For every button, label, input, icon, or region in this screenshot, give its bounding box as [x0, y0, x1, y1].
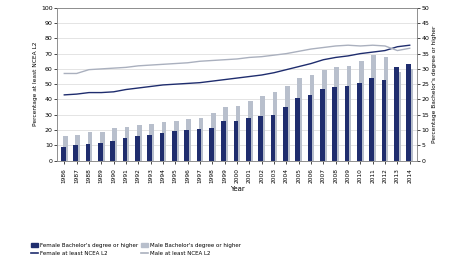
Bar	[396, 72, 401, 161]
Bar	[295, 98, 300, 161]
Bar	[310, 75, 314, 161]
Bar	[246, 118, 251, 161]
Bar	[184, 130, 189, 161]
Bar	[394, 67, 399, 161]
Bar	[345, 86, 349, 161]
Bar	[137, 125, 142, 161]
Bar	[112, 128, 117, 161]
Bar	[125, 127, 129, 161]
Bar	[209, 128, 214, 161]
Bar	[332, 87, 337, 161]
Bar	[162, 123, 166, 161]
Bar	[211, 113, 216, 161]
Bar	[372, 55, 376, 161]
Bar	[273, 92, 277, 161]
Bar	[100, 132, 105, 161]
Bar	[406, 64, 411, 161]
Bar	[199, 118, 203, 161]
Bar	[308, 95, 312, 161]
Bar	[285, 86, 290, 161]
Bar	[197, 130, 201, 161]
Bar	[369, 78, 374, 161]
Bar	[75, 135, 80, 161]
Bar	[234, 121, 238, 161]
Y-axis label: Percentage at least NCEA L2: Percentage at least NCEA L2	[33, 42, 38, 126]
Bar	[283, 107, 288, 161]
Bar	[160, 133, 164, 161]
Bar	[86, 144, 90, 161]
Bar	[123, 138, 127, 161]
Bar	[149, 124, 154, 161]
Bar	[297, 78, 302, 161]
Bar	[248, 101, 253, 161]
Bar	[63, 136, 68, 161]
Bar	[174, 121, 179, 161]
Bar	[334, 67, 339, 161]
Bar	[223, 107, 228, 161]
Bar	[221, 121, 226, 161]
Bar	[258, 116, 263, 161]
Bar	[61, 147, 65, 161]
Bar	[260, 96, 265, 161]
Bar	[322, 70, 327, 161]
Bar	[88, 132, 92, 161]
Bar	[135, 136, 140, 161]
Y-axis label: Percentage Bachelor's degree or higher: Percentage Bachelor's degree or higher	[432, 25, 437, 143]
Bar	[147, 135, 152, 161]
Bar	[359, 61, 364, 161]
Bar	[236, 106, 240, 161]
Bar	[110, 141, 115, 161]
Bar	[382, 80, 386, 161]
Bar	[186, 119, 191, 161]
Legend: Female Bachelor's degree or higher, Female at least NCEA L2, Male Bachelor's deg: Female Bachelor's degree or higher, Fema…	[31, 243, 241, 256]
Bar	[409, 69, 413, 161]
Bar	[271, 115, 275, 161]
Bar	[357, 83, 362, 161]
X-axis label: Year: Year	[229, 186, 245, 192]
Bar	[347, 66, 351, 161]
Bar	[320, 89, 325, 161]
Bar	[384, 57, 388, 161]
Bar	[98, 143, 102, 161]
Bar	[172, 131, 177, 161]
Bar	[73, 145, 78, 161]
